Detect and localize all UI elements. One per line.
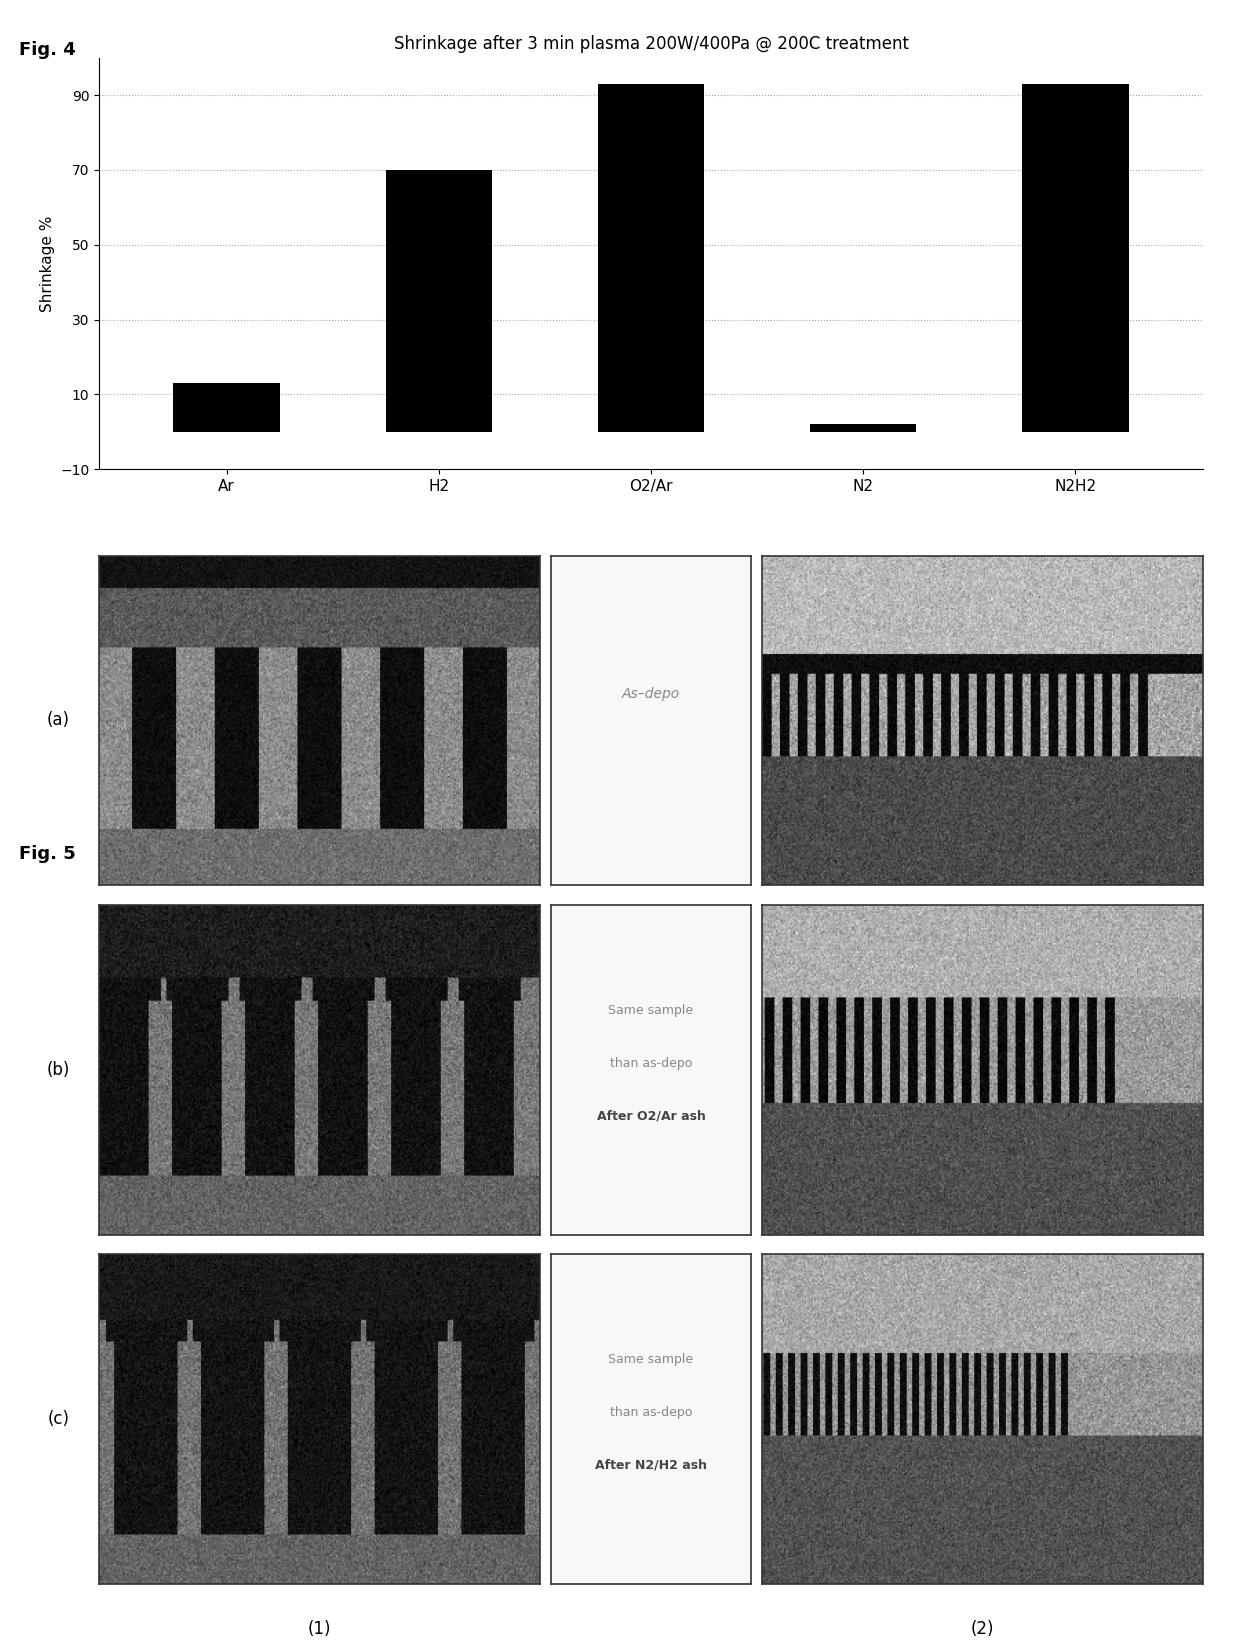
Text: Fig. 5: Fig. 5 xyxy=(19,845,76,863)
Text: than as-depo: than as-depo xyxy=(610,1406,692,1419)
Bar xyxy=(386,170,492,432)
Text: As–depo: As–depo xyxy=(622,686,680,701)
Text: After N2/H2 ash: After N2/H2 ash xyxy=(595,1459,707,1472)
Title: Shrinkage after 3 min plasma 200W/400Pa @ 200C treatment: Shrinkage after 3 min plasma 200W/400Pa … xyxy=(393,35,909,53)
Bar xyxy=(174,383,279,432)
Text: Fig. 4: Fig. 4 xyxy=(19,41,76,59)
Text: (a): (a) xyxy=(47,711,69,729)
Text: (c): (c) xyxy=(47,1411,69,1429)
Text: Same sample: Same sample xyxy=(609,1003,693,1016)
Text: Same sample: Same sample xyxy=(609,1353,693,1366)
Bar xyxy=(598,84,704,432)
Text: (b): (b) xyxy=(47,1061,69,1079)
Text: (2): (2) xyxy=(971,1620,994,1638)
Bar xyxy=(810,424,916,432)
Y-axis label: Shrinkage %: Shrinkage % xyxy=(40,214,55,312)
Bar xyxy=(1023,84,1128,432)
Text: After O2/Ar ash: After O2/Ar ash xyxy=(596,1109,706,1122)
Text: (1): (1) xyxy=(308,1620,331,1638)
Text: than as-depo: than as-depo xyxy=(610,1056,692,1069)
